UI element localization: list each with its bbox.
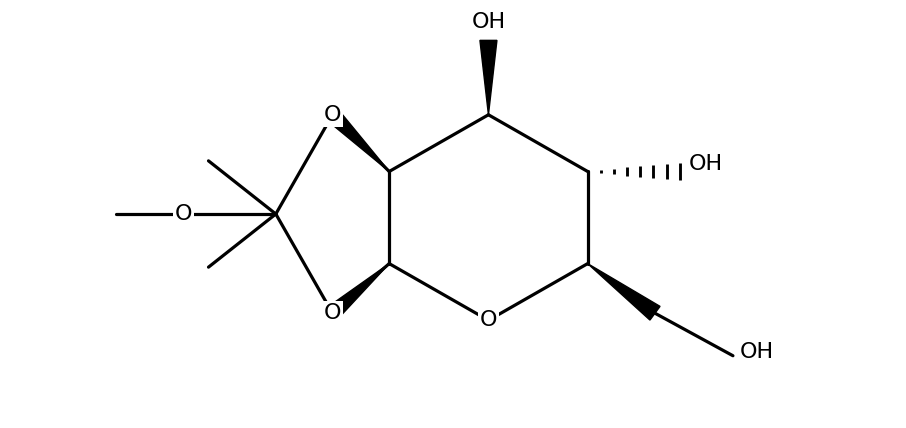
Text: OH: OH <box>740 342 774 362</box>
Text: O: O <box>323 303 342 323</box>
Polygon shape <box>588 264 660 320</box>
Text: O: O <box>175 204 192 224</box>
Polygon shape <box>327 109 390 172</box>
Text: O: O <box>323 105 342 125</box>
Polygon shape <box>480 40 496 115</box>
Polygon shape <box>327 264 390 319</box>
Text: OH: OH <box>471 12 506 32</box>
Text: OH: OH <box>689 155 722 174</box>
Text: O: O <box>479 310 497 330</box>
